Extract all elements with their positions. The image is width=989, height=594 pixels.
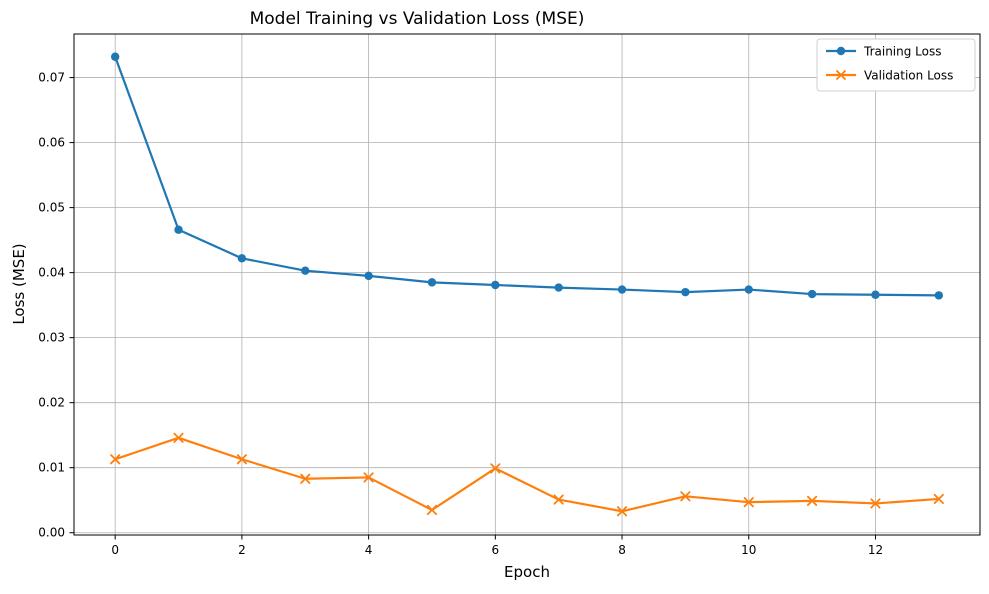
y-tick-label: 0.05 xyxy=(38,201,65,215)
training-loss-point xyxy=(807,289,817,299)
validation-loss-point xyxy=(616,506,628,517)
training-loss-legend-label: Training Loss xyxy=(863,45,941,59)
x-tick-label: 2 xyxy=(238,543,246,557)
y-tick-label: 0.01 xyxy=(38,461,65,475)
grid-lines xyxy=(74,34,980,535)
training-loss-point xyxy=(934,291,944,300)
training-loss-point xyxy=(744,285,753,294)
y-tick-label: 0.02 xyxy=(38,396,65,410)
validation-loss-point xyxy=(300,473,311,484)
training-loss-point xyxy=(364,271,373,281)
validation-loss-point xyxy=(680,491,691,502)
validation-loss-point xyxy=(426,504,438,516)
y-tick-label: 0.04 xyxy=(38,266,65,280)
validation-loss-point xyxy=(236,454,247,465)
y-tick-label: 0.06 xyxy=(38,136,65,150)
y-axis-label: Loss (MSE) xyxy=(10,243,28,324)
validation-loss-point xyxy=(553,494,564,505)
validation-loss-point xyxy=(110,454,121,465)
training-loss-point xyxy=(301,266,310,275)
training-loss-point xyxy=(174,225,183,234)
plot-frame xyxy=(73,33,981,536)
validation-loss-point xyxy=(173,432,184,443)
validation-loss-point xyxy=(743,497,754,508)
training-loss-point xyxy=(617,285,627,294)
y-tick-label: 0.00 xyxy=(38,526,65,540)
x-tick-label: 10 xyxy=(741,543,756,557)
validation-loss-point xyxy=(933,493,944,505)
validation-loss-legend-label: Validation Loss xyxy=(864,69,953,83)
training-loss-point xyxy=(871,290,880,299)
training-loss-point xyxy=(681,287,690,297)
training-loss-point xyxy=(554,283,563,292)
x-tick-label: 8 xyxy=(618,543,626,557)
training-loss-point xyxy=(427,278,437,287)
x-tick-label: 6 xyxy=(492,543,500,557)
validation-loss-point xyxy=(870,498,881,509)
validation-loss-legend-marker xyxy=(836,70,846,80)
x-tick-label: 12 xyxy=(868,543,883,557)
training-loss-line xyxy=(114,55,940,297)
axis-ticks: 0 2 4 6 8 10 12 0.00 0.01 0.02 0.03 0.04 0.05 0.06 0.0… xyxy=(38,71,883,557)
legend-box xyxy=(816,38,976,92)
training-loss-point xyxy=(237,254,247,263)
validation-loss-line xyxy=(114,436,940,513)
data-series xyxy=(110,52,944,517)
x-tick-label: 0 xyxy=(111,543,119,557)
training-loss-point xyxy=(491,280,500,290)
chart-title: Model Training vs Validation Loss (MSE) xyxy=(250,9,585,29)
x-tick-label: 4 xyxy=(365,543,373,557)
legend: Training Loss Validation Loss xyxy=(816,38,976,92)
y-tick-label: 0.07 xyxy=(38,71,65,85)
x-axis-label: Epoch xyxy=(504,563,550,581)
validation-loss-point xyxy=(807,495,818,506)
training-loss-legend-marker xyxy=(836,46,846,56)
validation-loss-point xyxy=(363,472,374,483)
validation-loss-point xyxy=(490,463,501,474)
training-loss-point xyxy=(110,52,120,61)
y-tick-label: 0.03 xyxy=(38,331,65,345)
